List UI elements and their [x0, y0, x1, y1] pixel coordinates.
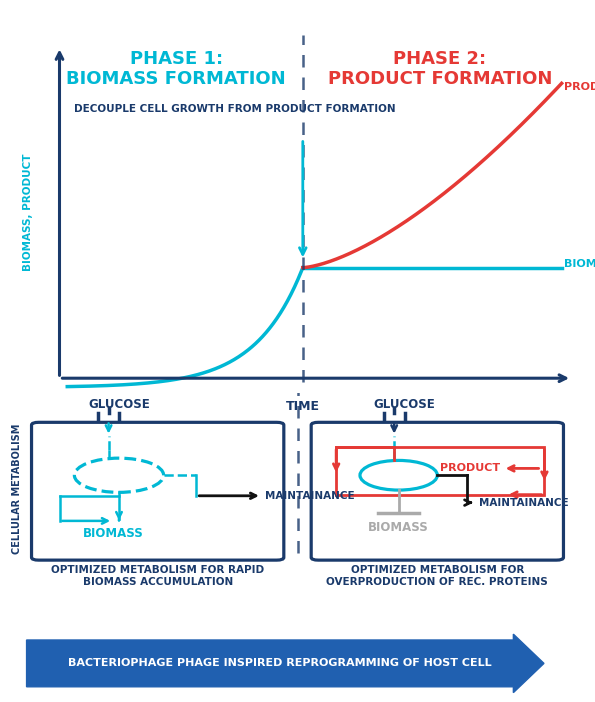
Text: TIME: TIME: [286, 400, 320, 413]
Text: DECOUPLE CELL GROWTH FROM PRODUCT FORMATION: DECOUPLE CELL GROWTH FROM PRODUCT FORMAT…: [74, 104, 396, 114]
Text: PHASE 1:
BIOMASS FORMATION: PHASE 1: BIOMASS FORMATION: [67, 50, 286, 88]
Text: BACTERIOPHAGE PHAGE INSPIRED REPROGRAMMING OF HOST CELL: BACTERIOPHAGE PHAGE INSPIRED REPROGRAMMI…: [68, 658, 491, 668]
Text: PRODUCT: PRODUCT: [440, 463, 500, 473]
Text: OPTIMIZED METABOLISM FOR
OVERPRODUCTION OF REC. PROTEINS: OPTIMIZED METABOLISM FOR OVERPRODUCTION …: [327, 565, 548, 587]
Text: CELLULAR METABOLISM: CELLULAR METABOLISM: [12, 424, 21, 554]
Text: BIOMASS, PRODUCT: BIOMASS, PRODUCT: [23, 154, 33, 271]
Text: MAINTAINANCE: MAINTAINANCE: [479, 498, 569, 508]
FancyArrow shape: [27, 634, 544, 693]
Text: PHASE 2:
PRODUCT FORMATION: PHASE 2: PRODUCT FORMATION: [328, 50, 552, 88]
Text: BIOMASS: BIOMASS: [368, 521, 429, 534]
FancyBboxPatch shape: [32, 423, 284, 560]
Text: GLUCOSE: GLUCOSE: [88, 398, 150, 411]
Text: MAINTAINANCE: MAINTAINANCE: [265, 491, 355, 501]
Text: GLUCOSE: GLUCOSE: [374, 398, 436, 411]
Text: BIOMASS: BIOMASS: [564, 259, 595, 269]
Text: BIOMASS: BIOMASS: [83, 526, 143, 540]
Text: OPTIMIZED METABOLISM FOR RAPID
BIOMASS ACCUMULATION: OPTIMIZED METABOLISM FOR RAPID BIOMASS A…: [51, 565, 264, 587]
Text: PRODUCT: PRODUCT: [564, 82, 595, 92]
FancyBboxPatch shape: [311, 423, 563, 560]
